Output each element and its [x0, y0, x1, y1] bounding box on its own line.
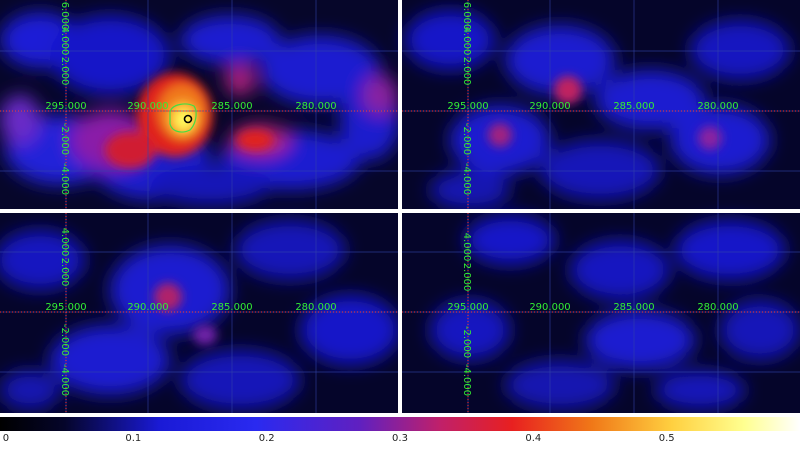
y-tick-label: 4.000 — [461, 27, 472, 56]
source-marker[interactable] — [169, 103, 197, 133]
horizontal-divider — [0, 209, 800, 213]
x-tick-label: 290.000 — [127, 302, 168, 313]
colorbar-tick-label: 0.1 — [125, 433, 142, 444]
x-tick-label: 285.000 — [613, 101, 654, 112]
image-viewer[interactable]: 295.000 290.000 285.000 280.000 6.000 4.000 2.… — [0, 0, 800, 413]
colorbar-tick-label: 0.4 — [525, 433, 542, 444]
x-tick-label: 295.000 — [447, 302, 488, 313]
y-tick-label: 6.000 — [461, 2, 472, 31]
y-tick-label: 2.000 — [461, 263, 472, 292]
x-tick-label: 295.000 — [45, 302, 86, 313]
x-tick-label: 285.000 — [211, 302, 252, 313]
x-tick-label: 295.000 — [447, 101, 488, 112]
colorbar-tick-label: 0.3 — [392, 433, 408, 444]
target-circle-icon — [183, 114, 193, 124]
y-tick-label: 2.000 — [59, 258, 70, 287]
colorbar-tick-label: 0.2 — [258, 433, 275, 444]
x-tick-label: 285.000 — [613, 302, 654, 313]
contour-line — [169, 103, 197, 133]
y-tick-label: -2.000 — [59, 123, 70, 155]
y-tick-label: 4.000 — [461, 233, 472, 262]
x-tick-label: 290.000 — [127, 101, 168, 112]
colorbar-gradient — [0, 417, 800, 431]
y-tick-label: 4.000 — [59, 27, 70, 56]
colorbar: 0 0.1 0.2 0.3 0.4 0.5 — [0, 413, 800, 450]
x-tick-label: 280.000 — [295, 302, 336, 313]
colorbar-tick-label: 0.5 — [658, 433, 675, 444]
x-tick-label: 280.000 — [697, 101, 738, 112]
y-tick-label: -4.000 — [59, 163, 70, 195]
y-tick-label: -4.000 — [59, 364, 70, 396]
colorbar-tick-label: 0 — [2, 433, 10, 444]
y-tick-label: 2.000 — [59, 57, 70, 86]
vertical-divider — [398, 0, 402, 413]
x-tick-label: 280.000 — [697, 302, 738, 313]
x-tick-label: 285.000 — [211, 101, 252, 112]
y-tick-label: -4.000 — [461, 364, 472, 396]
y-tick-label: -2.000 — [59, 324, 70, 356]
y-tick-label: 4.000 — [59, 228, 70, 257]
x-tick-label: 290.000 — [529, 302, 570, 313]
y-tick-label: -2.000 — [461, 123, 472, 155]
x-tick-label: 280.000 — [295, 101, 336, 112]
y-tick-label: -4.000 — [461, 163, 472, 195]
x-tick-label: 295.000 — [45, 101, 86, 112]
map-canvas[interactable]: 295.000 290.000 285.000 280.0006.0004.0002.… — [0, 0, 800, 413]
y-tick-label: 6.000 — [59, 2, 70, 31]
y-tick-label: -2.000 — [461, 326, 472, 358]
y-tick-label: 2.000 — [461, 57, 472, 86]
x-tick-label: 290.000 — [529, 101, 570, 112]
axes-top-left: 295.000 290.000 285.000 280.000 6.0004.0002.… — [0, 0, 398, 209]
axes-top-right: 295.000 290.000 285.000 280.000 6.0004.0002.… — [402, 0, 800, 209]
panel-top-left[interactable] — [0, 0, 400, 209]
